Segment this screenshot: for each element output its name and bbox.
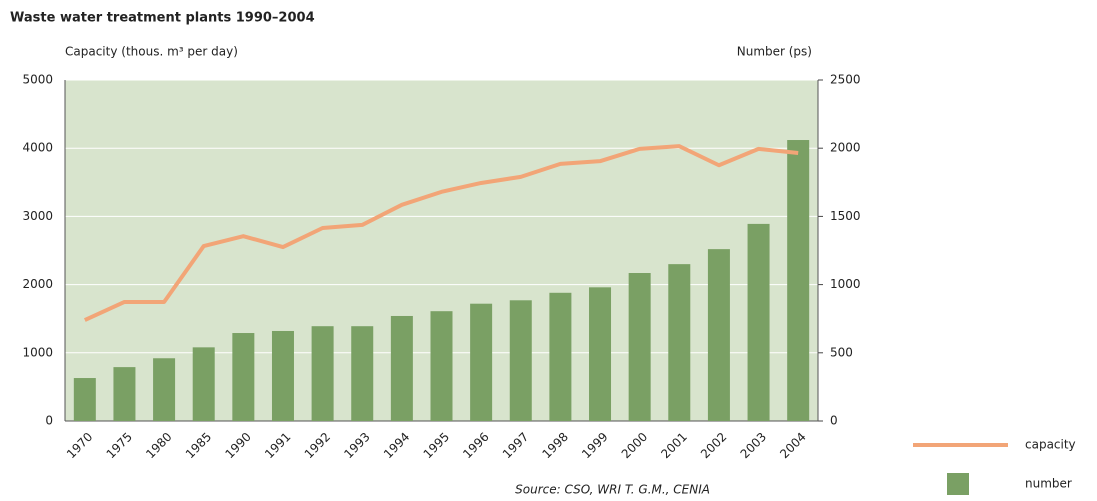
- x-tick-label: 1992: [302, 430, 333, 461]
- y-tick-label: 4000: [22, 141, 53, 155]
- x-tick-label: 1995: [421, 430, 452, 461]
- bar: [589, 287, 612, 421]
- y2-tick-label: 500: [830, 345, 853, 359]
- x-tick-label: 2003: [738, 430, 769, 461]
- y2-tick-label: 2500: [830, 73, 861, 87]
- x-tick-label: 1997: [500, 430, 531, 461]
- x-tick-label: 1980: [143, 430, 174, 461]
- x-tick-label: 1970: [64, 430, 95, 461]
- bar: [668, 264, 691, 421]
- bar: [470, 303, 493, 421]
- legend-label: number: [1025, 477, 1072, 491]
- x-tick-label: 1994: [381, 430, 412, 461]
- bar: [73, 378, 96, 421]
- y-tick-label: 3000: [22, 209, 53, 223]
- bar: [232, 333, 255, 421]
- y2-tick-label: 1500: [830, 209, 861, 223]
- y2-tick-label: 0: [830, 414, 838, 428]
- y-axis-label: Capacity (thous. m³ per day): [65, 45, 238, 59]
- x-tick-label: 1985: [183, 430, 214, 461]
- x-tick-label: 1998: [539, 430, 570, 461]
- bar: [311, 326, 334, 421]
- y-tick-label: 2000: [22, 277, 53, 291]
- bar: [707, 249, 730, 421]
- x-tick-label: 1993: [341, 430, 372, 461]
- bar: [747, 223, 770, 421]
- y-tick-label: 5000: [22, 73, 53, 87]
- bar: [153, 358, 176, 421]
- y-tick-label: 1000: [22, 345, 53, 359]
- x-tick-label: 2004: [777, 430, 808, 461]
- bar: [390, 315, 413, 421]
- x-tick-label: 1975: [104, 430, 135, 461]
- source: Source: CSO, WRI T. G.M., CENIA: [515, 483, 710, 497]
- x-tick-label: 1990: [222, 430, 253, 461]
- bar: [787, 140, 810, 422]
- y-tick-label: 0: [45, 414, 53, 428]
- chart-title: Waste water treatment plants 1990–2004: [10, 11, 315, 26]
- bar: [549, 292, 572, 421]
- x-tick-label: 1991: [262, 430, 293, 461]
- legend-label: capacity: [1025, 438, 1076, 452]
- bar: [351, 326, 374, 421]
- x-tick-label: 2001: [658, 430, 689, 461]
- x-tick-label: 1996: [460, 430, 491, 461]
- bar: [430, 311, 453, 421]
- line: [83, 144, 799, 322]
- bar: [271, 330, 294, 421]
- y2-tick-label: 2000: [830, 141, 861, 155]
- bar: [628, 273, 651, 421]
- x-tick-label: 1999: [579, 430, 610, 461]
- y2-tick-label: 1000: [830, 277, 861, 291]
- bar: [509, 300, 532, 421]
- y2-axis-label: Number (ps): [737, 45, 812, 59]
- x-tick-label: 2002: [698, 430, 729, 461]
- bar: [113, 367, 136, 421]
- bar: [192, 347, 215, 421]
- x-tick-label: 2000: [619, 430, 650, 461]
- legend-swatch: [947, 473, 969, 495]
